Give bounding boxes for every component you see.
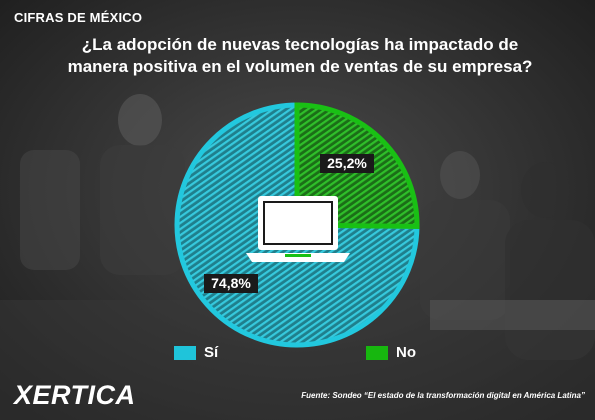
data-label-no: 25,2% <box>320 154 374 173</box>
data-label-no-text: 25,2% <box>327 155 367 171</box>
section-kicker: CIFRAS DE MÉXICO <box>14 10 143 25</box>
legend-item-si: Sí <box>174 344 218 361</box>
source-note: Fuente: Sondeo “El estado de la transfor… <box>301 391 585 400</box>
chart-title: ¿La adopción de nuevas tecnologías ha im… <box>40 34 560 78</box>
laptop-icon <box>246 196 350 262</box>
logo-text: XERTICA <box>14 379 136 410</box>
legend-swatch-si <box>174 345 196 360</box>
legend-label-no: No <box>396 344 416 361</box>
chart-title-line-2: manera positiva en el volumen de ventas … <box>67 57 533 76</box>
data-label-si-text: 74,8% <box>211 275 251 291</box>
legend-label-si: Sí <box>204 344 219 361</box>
chart-title-line-1: ¿La adopción de nuevas tecnologías ha im… <box>81 35 519 54</box>
xertica-logo: XERTICA <box>14 378 136 412</box>
data-label-si: 74,8% <box>204 274 258 293</box>
legend-item-no: No <box>366 344 416 361</box>
legend-swatch-no <box>366 345 388 360</box>
